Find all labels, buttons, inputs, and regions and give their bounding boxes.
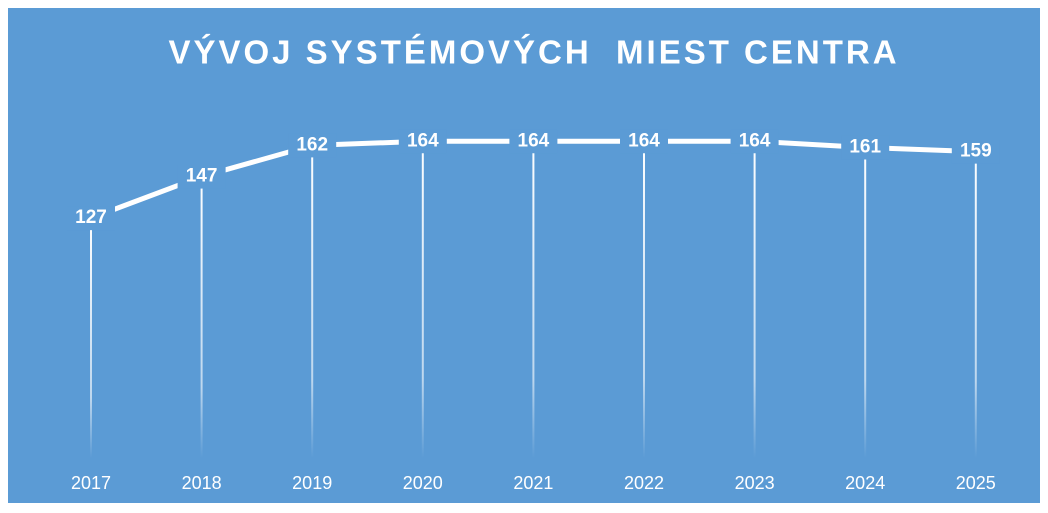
label-background — [509, 129, 558, 154]
data-label: 127 — [75, 207, 107, 228]
label-background — [177, 164, 226, 189]
data-label: 147 — [186, 166, 218, 187]
x-tick-label: 2024 — [845, 473, 885, 493]
data-label: 164 — [518, 130, 550, 151]
chart-title: VÝVOJ SYSTÉMOVÝCH MIEST CENTRA — [168, 34, 899, 71]
data-label: 159 — [960, 141, 992, 162]
drop-line — [532, 141, 535, 458]
label-background — [288, 133, 337, 158]
drop-line — [864, 147, 867, 458]
data-label: 164 — [739, 130, 771, 151]
drop-line — [90, 218, 92, 458]
x-tick-label: 2023 — [735, 473, 775, 493]
data-label: 164 — [628, 130, 660, 151]
data-label: 162 — [296, 134, 328, 155]
drop-line — [753, 141, 756, 458]
label-background — [398, 129, 447, 154]
drop-line — [421, 141, 424, 458]
drop-line — [200, 176, 203, 459]
drop-line — [311, 145, 314, 458]
x-tick-label: 2022 — [624, 473, 664, 493]
chart-background — [8, 8, 1040, 503]
label-background — [951, 139, 1000, 164]
x-tick-label: 2017 — [71, 473, 111, 493]
data-label: 161 — [849, 136, 881, 157]
x-tick-label: 2020 — [403, 473, 443, 493]
x-tick-label: 2025 — [956, 473, 996, 493]
x-tick-label: 2021 — [513, 473, 553, 493]
x-tick-label: 2019 — [292, 473, 332, 493]
drop-line — [974, 151, 977, 458]
label-background — [620, 129, 668, 154]
drop-line — [643, 141, 645, 458]
label-background — [67, 206, 115, 231]
data-label: 164 — [407, 130, 439, 151]
label-background — [841, 135, 890, 160]
label-background — [730, 129, 779, 154]
x-tick-label: 2018 — [182, 473, 222, 493]
